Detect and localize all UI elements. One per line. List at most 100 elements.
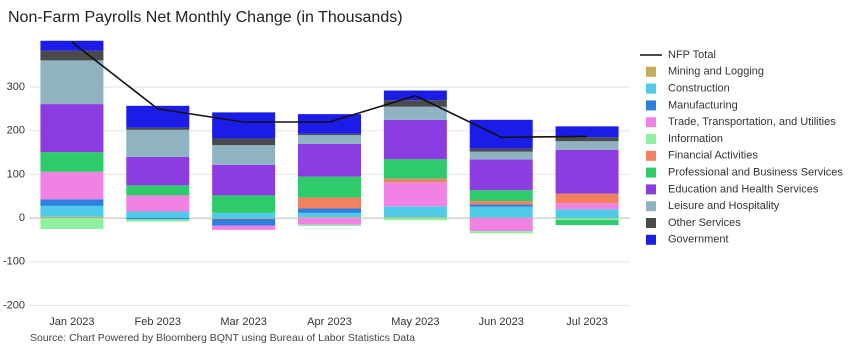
bar-segment	[469, 218, 533, 232]
legend-swatch	[646, 184, 656, 195]
legend-swatch	[646, 201, 656, 212]
bar-segment	[212, 225, 276, 230]
x-tick-label: Jun 2023	[479, 316, 524, 328]
y-tick-label: 300	[7, 81, 25, 93]
y-tick-label: 200	[7, 125, 25, 137]
bar-segment	[383, 206, 447, 218]
source-note: Source: Chart Powered by Bloomberg BQNT …	[30, 332, 415, 344]
bar-segment	[383, 178, 447, 183]
bar-segment	[555, 218, 619, 220]
legend-swatch	[646, 66, 656, 77]
legend-label: Professional and Business Services	[668, 167, 843, 179]
bar-segment	[40, 199, 104, 206]
y-tick-label: -100	[3, 256, 25, 268]
bar-segment	[383, 182, 447, 207]
legend-swatch	[646, 100, 656, 111]
bar-segment	[555, 193, 619, 204]
x-tick-label: Apr 2023	[307, 316, 352, 328]
bar-segment	[383, 218, 447, 221]
bar-segment	[40, 40, 104, 51]
legend-label: Trade, Transportation, and Utilities	[668, 116, 836, 128]
legend-swatch	[646, 167, 656, 178]
bar-segment	[40, 205, 104, 217]
bar-segment	[212, 138, 276, 146]
legend-label: Construction	[668, 83, 730, 95]
bar-segment	[383, 217, 447, 219]
bar-segment	[469, 148, 533, 152]
bar-segment	[126, 219, 190, 222]
legend-swatch	[646, 134, 656, 144]
bar-segment	[298, 218, 361, 225]
bar-segment	[555, 126, 619, 138]
bar-segment	[40, 60, 104, 105]
legend-swatch	[646, 83, 656, 94]
legend-label: NFP Total	[668, 49, 716, 61]
bar-segment	[469, 231, 533, 234]
bar-segment	[40, 171, 104, 200]
bar-segment	[212, 218, 276, 219]
x-tick-label: Jul 2023	[566, 316, 608, 328]
bar-segment	[469, 204, 533, 207]
x-tick-label: Mar 2023	[220, 316, 266, 328]
bar-segment	[212, 195, 276, 213]
bar-segment	[555, 209, 619, 219]
bar-segment	[555, 137, 619, 142]
bar-segment	[40, 152, 104, 172]
bar-segment	[555, 219, 619, 226]
legend-swatch	[646, 218, 656, 228]
bar-segment	[469, 190, 533, 202]
bar-segment	[469, 119, 533, 149]
bar-segment	[469, 159, 533, 191]
legend-label: Financial Activities	[668, 150, 758, 162]
legend-swatch	[646, 234, 656, 245]
x-tick-label: May 2023	[391, 316, 439, 328]
bar-segment	[40, 216, 104, 219]
legend-label: Manufacturing	[668, 99, 738, 111]
bar-segment	[469, 206, 533, 218]
chart-title: Non-Farm Payrolls Net Monthly Change (in…	[8, 9, 403, 26]
bar-segment	[383, 106, 447, 120]
bar-segment	[298, 208, 361, 213]
bar-segment	[212, 112, 276, 139]
bar-segment	[40, 50, 104, 61]
legend-label: Leisure and Hospitality	[668, 200, 780, 212]
bar-segment	[298, 212, 361, 218]
bar-segment	[126, 218, 190, 220]
bar-segment	[212, 164, 276, 196]
bar-segment	[555, 141, 619, 150]
bar-segment	[298, 217, 361, 219]
y-tick-label: 0	[19, 212, 25, 224]
legend-swatch	[646, 150, 656, 161]
legend-swatch	[646, 117, 656, 128]
bar-segment	[126, 127, 190, 130]
bar-segment	[298, 114, 361, 134]
legend-label: Mining and Logging	[668, 66, 764, 78]
x-tick-label: Feb 2023	[135, 316, 181, 328]
bar-segment	[298, 133, 361, 136]
bar-segment	[298, 143, 361, 177]
bar-segment	[126, 129, 190, 157]
bar-segment	[126, 211, 190, 219]
nfp-line	[71, 41, 588, 139]
bar-segment	[298, 224, 361, 226]
bar-segment	[126, 185, 190, 196]
bar-segment	[555, 203, 619, 210]
bar-segment	[212, 218, 276, 226]
bar-segment	[40, 218, 104, 230]
bar-segment	[212, 212, 276, 219]
bar-segment	[212, 145, 276, 165]
y-tick-label: 100	[7, 168, 25, 180]
bar-segment	[298, 197, 361, 209]
bar-segment	[555, 149, 619, 194]
bar-segment	[298, 135, 361, 144]
bar-segment	[40, 104, 104, 153]
legend-label: Government	[668, 234, 729, 246]
bar-segment	[469, 201, 533, 205]
bar-segment	[126, 156, 190, 186]
legend-label: Education and Health Services	[668, 183, 819, 195]
bar-segment	[126, 195, 190, 212]
legend-label: Information	[668, 133, 723, 145]
bar-segment	[298, 176, 361, 198]
bar-segment	[469, 151, 533, 160]
